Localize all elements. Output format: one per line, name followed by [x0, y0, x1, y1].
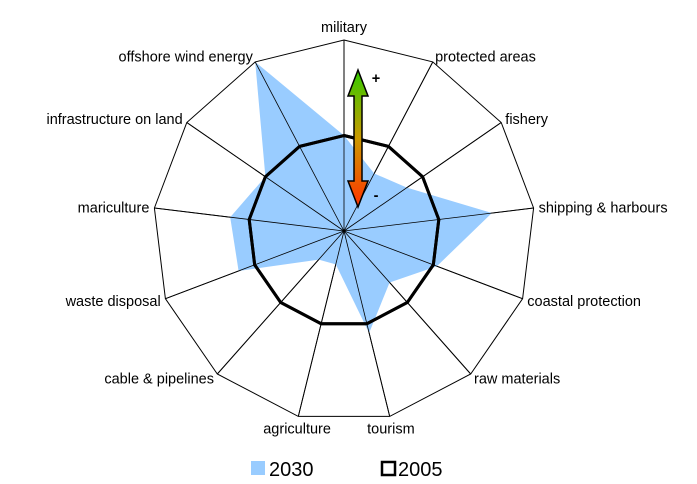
legend-swatch-2030: [251, 461, 265, 475]
axis-label-fishery: fishery: [505, 112, 548, 128]
legend-label-2005: 2005: [398, 459, 443, 481]
legend-label-2030: 2030: [269, 459, 314, 481]
axis-label-cable-and-pipelines: cable & pipelines: [104, 372, 214, 388]
axis-label-protected-areas: protected areas: [435, 50, 536, 66]
indicator-plus-label: +: [372, 71, 380, 87]
axis-labels: military protected areas fishery shipping &…: [46, 20, 667, 437]
axis-label-agriculture: agriculture: [263, 421, 331, 437]
legend-swatch-2005: [380, 460, 397, 477]
series-2005-outline: [247, 133, 441, 326]
axis-label-military: military: [321, 20, 368, 36]
axis-label-offshore-wind-energy: offshore wind energy: [119, 50, 254, 66]
axis-label-shipping-and-harbours: shipping & harbours: [539, 200, 668, 216]
axis-label-raw-materials: raw materials: [474, 372, 560, 388]
legend: 2030 2005: [251, 459, 443, 481]
axis-label-mariculture: mariculture: [78, 200, 150, 216]
indicator-minus-label: -: [374, 188, 379, 204]
change-indicator: +-: [346, 67, 380, 210]
axis-label-coastal-protection: coastal protection: [527, 294, 641, 310]
axis-label-waste-disposal: waste disposal: [65, 294, 161, 310]
axis-label-infrastructure-on-land: infrastructure on land: [46, 112, 182, 128]
double-arrow-icon: [346, 67, 370, 210]
axis-label-tourism: tourism: [367, 421, 415, 437]
